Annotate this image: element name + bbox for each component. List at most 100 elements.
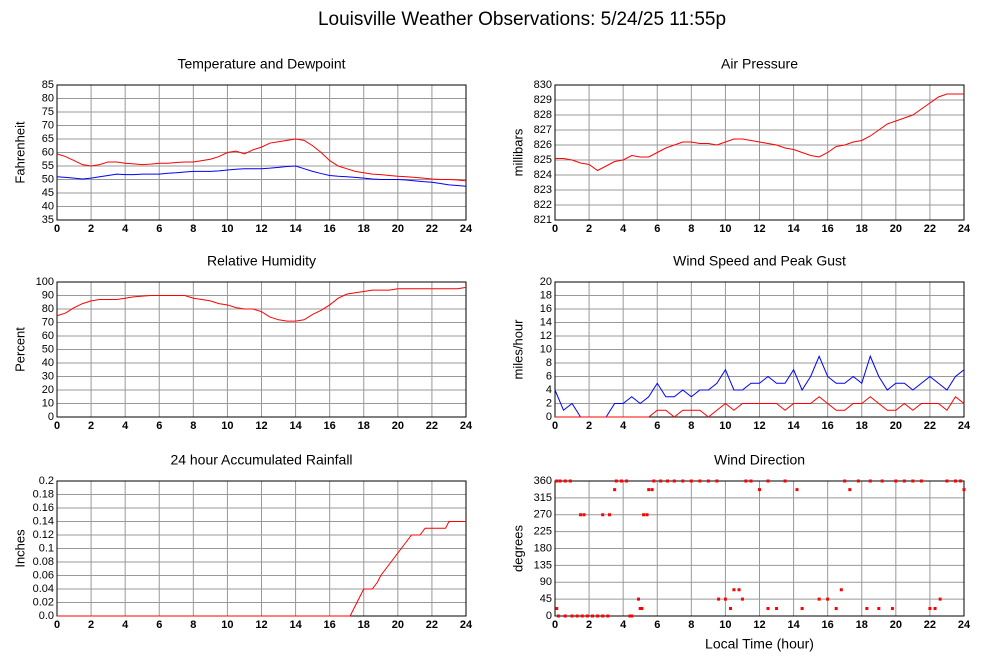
x-tick-label: 10 xyxy=(221,420,233,432)
x-tick-label: 10 xyxy=(221,223,233,235)
y-tick-label: 0 xyxy=(546,411,552,423)
data-point xyxy=(843,479,847,483)
data-point xyxy=(865,607,869,610)
chart-title: Relative Humidity xyxy=(207,253,316,269)
chart-title: Wind Speed and Peak Gust xyxy=(673,253,846,269)
data-point xyxy=(590,614,594,618)
data-point xyxy=(868,479,872,483)
y-tick-label: 822 xyxy=(534,199,552,211)
data-point xyxy=(723,597,727,601)
y-tick-label: 70 xyxy=(42,119,54,131)
data-line xyxy=(56,138,467,182)
x-tick-label: 2 xyxy=(586,619,592,631)
data-point xyxy=(933,607,937,610)
y-tick-label: 40 xyxy=(42,357,54,369)
x-tick-label: 16 xyxy=(822,619,834,631)
plot-frame xyxy=(554,84,965,221)
x-tick-label: 14 xyxy=(289,420,302,432)
y-tick-label: 360 xyxy=(534,475,552,487)
x-tick-label: 8 xyxy=(190,223,196,235)
x-tick-label: 8 xyxy=(190,619,196,631)
y-tick-label: 50 xyxy=(42,173,54,185)
x-tick-label: 20 xyxy=(890,223,902,235)
data-point xyxy=(945,479,949,483)
y-tick-label: 10 xyxy=(42,397,54,409)
y-tick-label: 40 xyxy=(42,200,54,212)
y-axis-label: Fahrenheit xyxy=(12,121,27,184)
x-tick-label: 18 xyxy=(856,420,868,432)
data-point xyxy=(766,607,770,610)
x-tick-label: 6 xyxy=(156,223,162,235)
page-title: Louisville Weather Observations: 5/24/25… xyxy=(318,9,726,30)
y-tick-label: 12 xyxy=(540,330,552,342)
y-tick-label: 2 xyxy=(546,397,552,409)
y-tick-label: 0.14 xyxy=(33,515,54,527)
y-tick-label: 55 xyxy=(42,160,54,172)
data-point xyxy=(628,614,632,618)
x-tick-label: 2 xyxy=(88,420,94,432)
y-tick-label: 45 xyxy=(540,593,552,605)
x-tick-label: 0 xyxy=(552,420,558,432)
x-tick-label: 6 xyxy=(654,223,660,235)
x-tick-label: 4 xyxy=(620,420,627,432)
y-tick-label: 270 xyxy=(534,509,552,521)
data-point xyxy=(582,513,586,517)
data-point xyxy=(601,614,605,618)
y-tick-label: 60 xyxy=(42,146,54,158)
data-point xyxy=(619,479,623,483)
y-tick-label: 829 xyxy=(534,94,552,106)
x-tick-label: 22 xyxy=(924,420,936,432)
y-tick-label: 80 xyxy=(42,92,54,104)
y-axis-label: miles/hour xyxy=(510,319,525,380)
data-point xyxy=(856,479,860,483)
x-tick-label: 18 xyxy=(358,420,370,432)
data-point xyxy=(766,479,770,483)
y-tick-label: 60 xyxy=(42,330,54,342)
x-tick-label: 18 xyxy=(358,619,370,631)
y-tick-label: 75 xyxy=(42,106,54,118)
chart-title: 24 hour Accumulated Rainfall xyxy=(170,452,352,468)
data-point xyxy=(608,513,612,517)
y-tick-label: 0.2 xyxy=(39,475,54,487)
y-tick-label: 14 xyxy=(540,316,552,328)
data-point xyxy=(630,614,634,618)
y-tick-label: 10 xyxy=(540,343,552,355)
x-tick-label: 22 xyxy=(426,223,438,235)
data-point xyxy=(555,607,559,610)
plot-frame xyxy=(554,480,965,617)
x-tick-label: 12 xyxy=(753,420,765,432)
data-point xyxy=(652,479,656,483)
x-tick-label: 8 xyxy=(190,420,196,432)
data-point xyxy=(758,488,761,492)
data-point xyxy=(558,479,562,483)
y-tick-label: 0.18 xyxy=(33,488,54,500)
x-tick-label: 22 xyxy=(924,223,936,235)
data-point xyxy=(642,513,646,517)
y-tick-label: 0.02 xyxy=(33,596,54,608)
x-tick-label: 20 xyxy=(392,223,404,235)
y-tick-label: 315 xyxy=(534,492,552,504)
data-line xyxy=(554,354,965,418)
y-tick-label: 225 xyxy=(534,526,552,538)
data-point xyxy=(555,479,559,483)
data-point xyxy=(647,488,651,492)
data-point xyxy=(959,479,963,483)
data-line xyxy=(56,165,467,187)
x-tick-label: 2 xyxy=(88,619,94,631)
data-point xyxy=(715,479,719,483)
chart-title: Temperature and Dewpoint xyxy=(177,56,345,72)
y-tick-label: 135 xyxy=(534,559,552,571)
y-tick-label: 6 xyxy=(546,370,552,382)
y-tick-label: 20 xyxy=(42,384,54,396)
y-tick-label: 85 xyxy=(42,79,54,91)
x-tick-label: 0 xyxy=(54,619,60,631)
data-point xyxy=(637,597,641,601)
x-tick-label: 24 xyxy=(460,420,473,432)
x-tick-label: 10 xyxy=(719,420,731,432)
y-axis-label: Inches xyxy=(12,529,27,568)
data-point xyxy=(800,607,804,610)
data-point xyxy=(640,607,644,610)
y-tick-label: 0 xyxy=(48,411,54,423)
chart-title: Wind Direction xyxy=(714,452,805,468)
